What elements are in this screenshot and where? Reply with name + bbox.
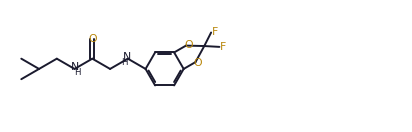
Text: O: O bbox=[194, 58, 202, 68]
Text: O: O bbox=[184, 40, 193, 50]
Text: F: F bbox=[220, 42, 227, 52]
Text: O: O bbox=[88, 34, 97, 44]
Text: H: H bbox=[122, 58, 128, 67]
Text: H: H bbox=[74, 68, 80, 77]
Text: F: F bbox=[212, 27, 218, 37]
Text: N: N bbox=[71, 62, 79, 72]
Text: N: N bbox=[123, 52, 131, 62]
